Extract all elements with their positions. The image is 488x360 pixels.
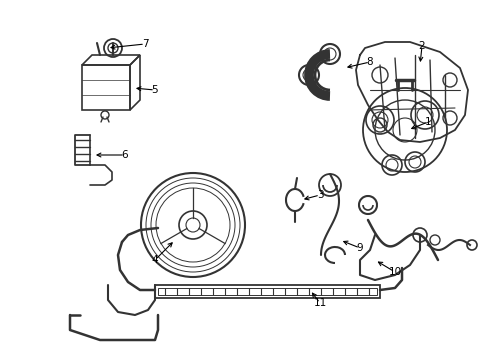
Text: 3: 3 <box>316 190 323 200</box>
Text: 6: 6 <box>122 150 128 160</box>
Text: 11: 11 <box>313 298 326 308</box>
Text: 4: 4 <box>151 255 158 265</box>
Text: 2: 2 <box>418 41 425 51</box>
Text: 7: 7 <box>142 39 148 49</box>
Text: 9: 9 <box>356 243 363 253</box>
Text: 1: 1 <box>424 117 430 127</box>
Text: 5: 5 <box>151 85 158 95</box>
Text: 8: 8 <box>366 57 372 67</box>
Text: 10: 10 <box>387 267 401 277</box>
